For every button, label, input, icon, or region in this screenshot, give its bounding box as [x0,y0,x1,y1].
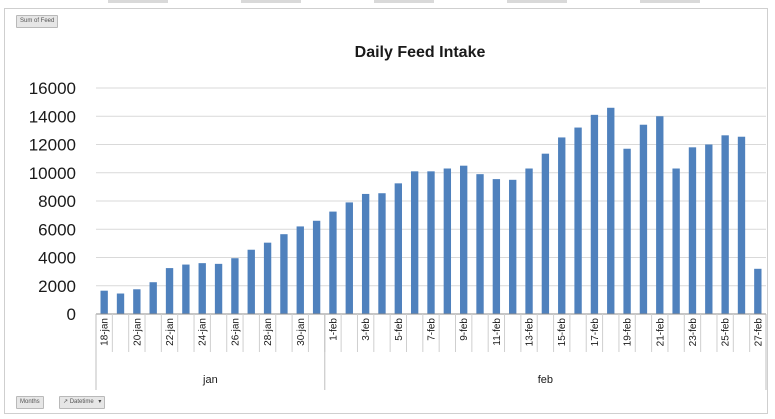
bar [100,290,108,314]
bar [410,171,419,314]
bar [607,107,615,315]
datetime-field-label: Datetime [69,399,94,405]
y-tick-label: 10000 [29,164,76,183]
bar [541,153,550,314]
header-cell [640,0,700,3]
bar [280,234,288,314]
bar [492,179,501,314]
bar [182,264,190,314]
top-header-strip [0,0,775,6]
bar [345,202,353,314]
bar [361,193,370,314]
group-label: feb [538,374,553,386]
bar [296,226,304,314]
x-tick-label: 25-feb [721,318,732,347]
bar [443,168,452,314]
bar [198,263,206,314]
filter-icon: ↗ [63,399,69,405]
x-tick-label: 3-feb [361,318,372,341]
x-tick-label: 9-feb [459,318,470,341]
bar [558,137,566,314]
bar [460,165,468,314]
bar [394,183,402,314]
x-tick-label: 21-feb [655,318,666,347]
x-tick-label: 1-feb [328,318,339,341]
x-tick-label: 19-feb [623,318,634,347]
y-tick-label: 12000 [29,136,76,155]
bar [509,179,517,314]
y-tick-label: 8000 [38,192,76,211]
sum-field-button[interactable]: Sum of Feed [16,15,59,28]
bar [639,124,648,314]
bar [705,144,713,314]
bar [737,136,746,314]
months-field-button[interactable]: Months [16,396,44,409]
x-tick-label: 18-jan [100,318,111,346]
bar [247,249,255,314]
x-tick-label: 11-feb [492,318,503,346]
x-tick-label: 27-feb [753,318,764,347]
header-cell [241,0,301,3]
bar [656,116,664,314]
x-tick-label: 20-jan [132,318,143,346]
x-tick-label: 17-feb [590,318,601,347]
header-cell [507,0,567,3]
bar [476,174,484,314]
x-tick-label: 23-feb [688,318,699,347]
bar [329,211,337,314]
bar [165,268,174,314]
months-field-label: Months [20,399,40,405]
y-tick-label: 2000 [38,277,76,296]
bar [525,168,533,314]
y-tick-label: 14000 [29,107,76,126]
x-tick-label: 28-jan [263,318,274,346]
x-tick-label: 22-jan [165,318,176,346]
bar [116,293,125,314]
bar [149,282,157,314]
header-cell [108,0,168,3]
x-tick-label: 26-jan [230,318,241,346]
bar [590,114,599,315]
x-tick-label: 30-jan [296,318,307,346]
x-tick-label: 7-feb [427,318,438,341]
bar [574,127,582,314]
bar [688,147,697,314]
bar [312,220,321,314]
x-tick-label: 15-feb [557,318,568,347]
bar [623,148,631,314]
bar [721,135,729,314]
bar [133,289,141,314]
chevron-down-icon[interactable]: ▾ [98,399,102,405]
y-tick-label: 4000 [38,249,76,268]
sum-field-label: Sum of Feed [20,18,55,24]
bar [378,193,386,314]
datetime-field-button[interactable]: ↗ Datetime ▾ [59,396,106,409]
y-tick-label: 16000 [29,79,76,98]
x-tick-label: 5-feb [394,318,405,341]
bar [427,171,435,314]
y-tick-label: 0 [67,305,76,324]
bar [214,263,223,314]
x-tick-label: 24-jan [198,318,209,346]
bar [263,242,272,314]
y-tick-label: 6000 [38,220,76,239]
header-cell [374,0,434,3]
chart-title: Daily Feed Intake [354,44,486,61]
bar [672,168,680,314]
bar [754,268,762,314]
group-label: jan [202,374,218,386]
x-tick-label: 13-feb [525,318,536,347]
bar [231,258,239,314]
